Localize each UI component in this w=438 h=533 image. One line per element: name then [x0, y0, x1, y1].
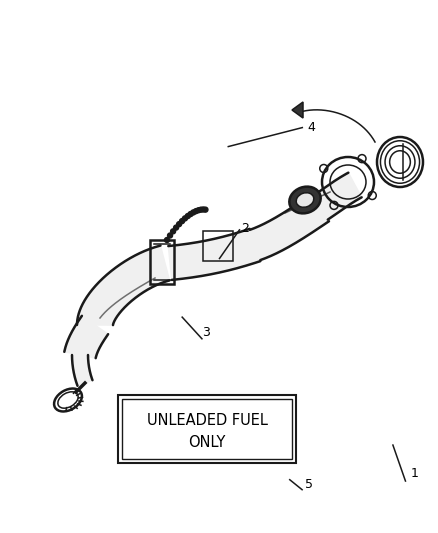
- Polygon shape: [64, 316, 108, 358]
- Circle shape: [191, 210, 195, 215]
- Polygon shape: [311, 173, 361, 220]
- Polygon shape: [72, 355, 92, 386]
- Text: 5: 5: [304, 478, 312, 491]
- Circle shape: [193, 208, 198, 214]
- Bar: [118, 395, 295, 463]
- Circle shape: [185, 214, 190, 219]
- Circle shape: [173, 225, 178, 230]
- Text: 4: 4: [307, 120, 314, 134]
- Circle shape: [202, 207, 208, 212]
- Circle shape: [198, 207, 203, 212]
- Text: 1: 1: [410, 467, 417, 480]
- Circle shape: [164, 238, 169, 243]
- Circle shape: [187, 212, 193, 216]
- Polygon shape: [77, 246, 169, 325]
- Circle shape: [200, 207, 205, 212]
- Polygon shape: [168, 229, 260, 280]
- Ellipse shape: [296, 193, 313, 207]
- Circle shape: [170, 229, 175, 234]
- Circle shape: [195, 208, 201, 213]
- Text: 2: 2: [241, 222, 249, 235]
- Text: ONLY: ONLY: [188, 435, 225, 450]
- Polygon shape: [249, 195, 328, 260]
- Ellipse shape: [289, 187, 320, 213]
- Polygon shape: [291, 102, 302, 118]
- Circle shape: [182, 216, 187, 221]
- Circle shape: [167, 233, 172, 238]
- Bar: [122, 399, 291, 459]
- Circle shape: [179, 219, 184, 223]
- Circle shape: [176, 222, 181, 227]
- Text: UNLEADED FUEL: UNLEADED FUEL: [146, 413, 267, 427]
- Text: 3: 3: [201, 326, 209, 339]
